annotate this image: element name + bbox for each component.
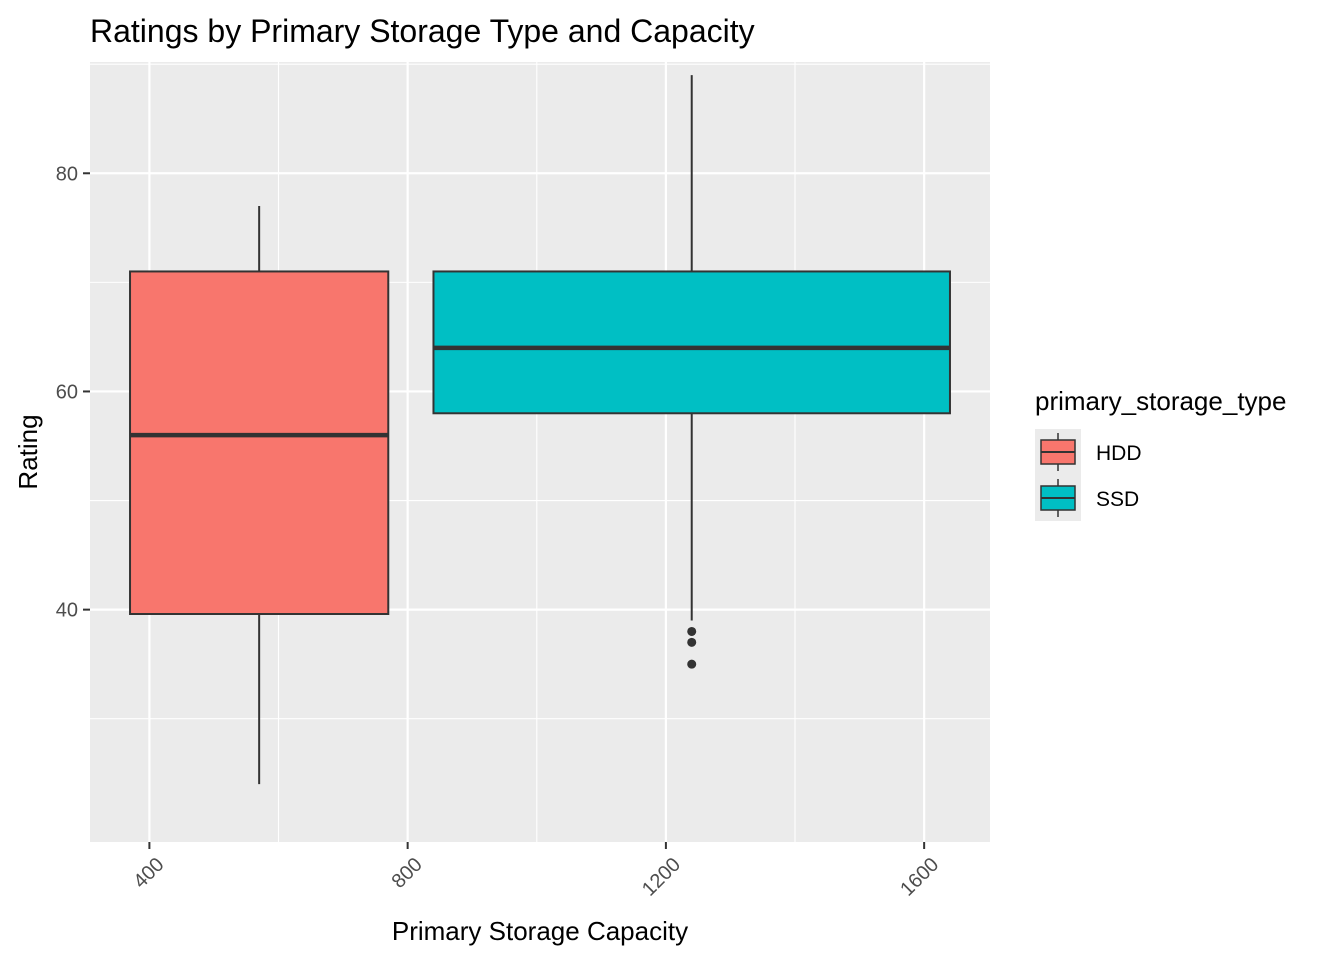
y-axis: 40 60 80 [56, 163, 90, 622]
outlier-point [687, 637, 697, 647]
legend-label-ssd: SSD [1096, 488, 1139, 511]
legend-title: primary_storage_type [1035, 386, 1286, 416]
x-tick-label: 1600 [896, 854, 943, 901]
outlier-point [687, 626, 697, 636]
x-tick-label: 800 [388, 854, 427, 893]
chart-title: Ratings by Primary Storage Type and Capa… [90, 13, 755, 49]
y-axis-title: Rating [13, 414, 43, 489]
box-hdd [129, 270, 390, 615]
outlier-point [687, 659, 697, 669]
legend-label-hdd: HDD [1096, 442, 1142, 465]
boxplot-ssd [432, 75, 951, 669]
major-gridlines [90, 62, 990, 842]
x-axis: 400 800 1200 1600 [129, 842, 943, 901]
boxplots [129, 75, 951, 785]
box-ssd [432, 270, 951, 415]
x-tick-label: 400 [129, 854, 168, 893]
legend: primary_storage_type HDD SSD [1035, 386, 1286, 521]
boxplot-hdd [129, 206, 390, 785]
y-tick-label: 40 [56, 600, 78, 622]
legend-item-hdd: HDD [1035, 429, 1142, 475]
x-axis-title: Primary Storage Capacity [392, 916, 688, 946]
y-tick-label: 80 [56, 163, 78, 185]
x-tick-label: 1200 [638, 854, 685, 901]
legend-item-ssd: SSD [1035, 475, 1139, 521]
y-tick-label: 60 [56, 381, 78, 403]
legend-keys: HDD SSD [1035, 429, 1142, 521]
